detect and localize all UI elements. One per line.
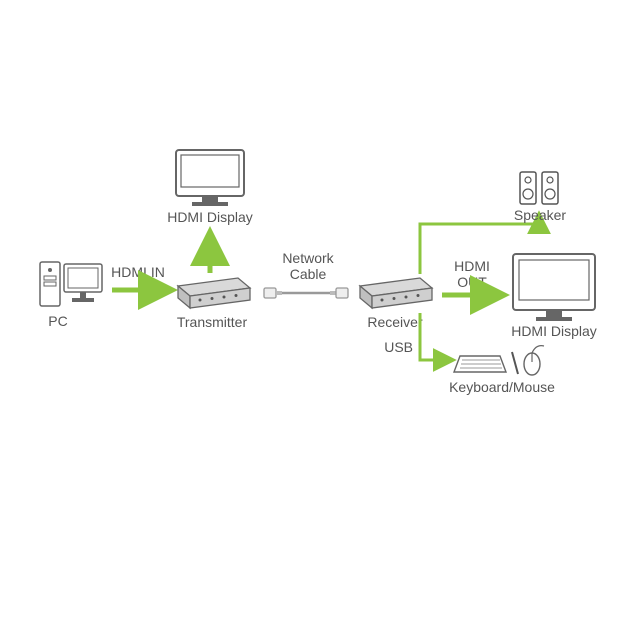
hdmi-display-right-icon bbox=[513, 254, 595, 321]
speaker-icon bbox=[520, 172, 558, 204]
keyboard-mouse-label: Keyboard/Mouse bbox=[449, 379, 555, 395]
hdmi-out-label-1: HDMI bbox=[454, 258, 490, 274]
transmitter-label: Transmitter bbox=[177, 314, 248, 330]
keyboard-mouse-icon bbox=[454, 346, 544, 375]
transmitter-icon bbox=[178, 278, 250, 308]
hdmi-display-top-label: HDMI Display bbox=[167, 209, 253, 225]
hdmi-in-label: HDMI IN bbox=[111, 264, 165, 280]
pc-label: PC bbox=[48, 313, 67, 329]
network-cable-label-1: Network bbox=[282, 250, 334, 266]
network-cable-label-2: Cable bbox=[290, 266, 327, 282]
usb-label: USB bbox=[384, 339, 413, 355]
hdmi-out-label-2: OUT bbox=[457, 274, 487, 290]
connection-diagram: PC HDMI IN HDMI Display Transmitter Netw… bbox=[0, 0, 640, 640]
pc-icon bbox=[40, 262, 102, 306]
network-cable-icon bbox=[264, 288, 348, 298]
arrow-usb bbox=[420, 313, 452, 360]
speaker-label: Speaker bbox=[514, 207, 566, 223]
receiver-icon bbox=[360, 278, 432, 308]
receiver-label: Receiver bbox=[367, 314, 423, 330]
hdmi-display-right-label: HDMI Display bbox=[511, 323, 597, 339]
hdmi-display-top-icon bbox=[176, 150, 244, 206]
